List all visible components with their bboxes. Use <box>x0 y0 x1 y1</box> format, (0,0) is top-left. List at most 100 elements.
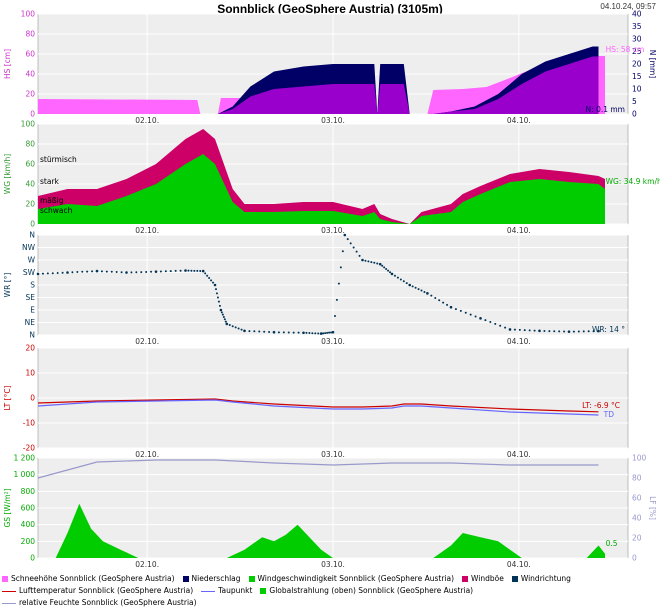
winddir-point <box>159 270 162 273</box>
legend-swatch <box>2 602 16 604</box>
y-tick-label: 400 <box>21 520 36 529</box>
winddir-point <box>548 330 551 333</box>
winddir-point <box>314 332 317 335</box>
x-tick-label: 04.10. <box>507 450 531 459</box>
y-axis-label: HS [cm] <box>3 49 12 79</box>
winddir-point <box>277 331 280 334</box>
y-axis-label: WR [°] <box>3 273 12 298</box>
y-tick-label-right: 0 <box>632 110 637 119</box>
x-tick-label: 02.10. <box>135 560 159 569</box>
winddir-point <box>100 270 103 273</box>
y-tick-label: 100 <box>21 10 36 19</box>
winddir-point <box>206 274 209 277</box>
winddir-point <box>272 330 276 334</box>
y-tick-label-right: 40 <box>632 514 642 523</box>
y-tick-label-right: 20 <box>632 60 642 69</box>
winddir-point <box>46 272 49 275</box>
x-tick-label: 03.10. <box>321 226 345 235</box>
winddir-point <box>56 271 59 274</box>
winddir-point <box>210 279 213 282</box>
y-tick-label: 20 <box>25 200 35 209</box>
y-tick-label: N <box>29 331 35 340</box>
y-tick-label: 1 000 <box>14 470 36 479</box>
winddir-point <box>405 282 408 285</box>
band-label: stark <box>40 177 60 186</box>
winddir-point <box>523 329 526 332</box>
winddir-point <box>164 270 167 273</box>
panel-snow: 0 20 40 60 80 100 02.10. 03.10. 04.10. 0 5 10 15 20 25… <box>3 10 657 126</box>
winddir-point <box>91 270 94 273</box>
panel-winddir: N NE E SE S SW W NW N 02.10. 03.10. 04.10. WR [°] WR:… <box>3 231 629 346</box>
legend-swatch <box>248 576 255 582</box>
winddir-point <box>225 322 229 326</box>
winddir-point <box>528 329 531 332</box>
winddir-point <box>484 319 487 322</box>
band-label: schwach <box>40 206 73 215</box>
winddir-point <box>328 331 331 334</box>
x-tick-label: 03.10. <box>321 560 345 569</box>
legend-label: relative Feuchte Sonnblick (GeoSphere Au… <box>19 598 197 607</box>
winddir-point <box>442 301 445 304</box>
winddir-point <box>213 283 217 287</box>
annotation: WG: 34.9 km/h <box>606 177 660 186</box>
winddir-point <box>217 300 220 303</box>
legend-item: Windböe <box>462 573 504 585</box>
x-tick-label: 04.10. <box>507 560 531 569</box>
winddir-point <box>282 331 285 334</box>
winddir-point <box>224 320 227 323</box>
winddir-point <box>324 332 327 335</box>
y-tick-label: 60 <box>25 50 35 59</box>
winddir-point <box>222 315 225 318</box>
winddir-point <box>36 272 40 276</box>
y-tick-label: 0 <box>30 220 35 229</box>
winddir-point <box>373 261 376 264</box>
winddir-point <box>414 286 417 289</box>
winddir-point <box>184 269 187 272</box>
winddir-point <box>592 330 595 333</box>
x-tick-label: 02.10. <box>135 116 159 125</box>
winddir-point <box>169 270 172 273</box>
winddir-point <box>567 330 571 333</box>
winddir-point <box>41 272 44 275</box>
winddir-point <box>411 285 414 288</box>
winddir-point <box>518 328 521 331</box>
legend-swatch <box>182 576 189 582</box>
y-tick-label: NW <box>22 243 36 252</box>
legend-label: Niederschlag <box>191 574 241 583</box>
winddir-point <box>219 308 223 312</box>
winddir-point <box>367 260 370 263</box>
winddir-point <box>504 326 507 329</box>
band-label: stürmisch <box>40 155 77 164</box>
winddir-point <box>228 324 231 327</box>
annotation: LT: -6.9 °C <box>582 401 620 410</box>
winddir-point <box>499 324 502 327</box>
winddir-point <box>533 329 536 332</box>
y-tick-label-right: 80 <box>632 474 642 483</box>
winddir-point <box>231 325 234 328</box>
winddir-point <box>201 269 205 273</box>
annotation: WR: 14 ° <box>592 325 625 334</box>
winddir-point <box>221 313 224 316</box>
winddir-point <box>263 330 266 333</box>
winddir-point <box>268 330 271 333</box>
y-tick-label: N <box>29 231 35 240</box>
winddir-point <box>331 330 335 334</box>
winddir-point <box>135 271 138 274</box>
winddir-point <box>81 270 84 273</box>
y-tick-label: 600 <box>21 504 36 513</box>
winddir-point <box>337 282 340 285</box>
x-tick-label: 03.10. <box>321 450 345 459</box>
winddir-point <box>558 330 561 333</box>
winddir-point <box>125 271 128 274</box>
y-tick-label: 0 <box>30 394 35 403</box>
annotation: N: 0.1 mm <box>586 105 625 114</box>
legend-swatch <box>201 590 216 592</box>
winddir-point <box>311 332 314 335</box>
winddir-point <box>508 328 512 331</box>
winddir-point <box>220 311 223 314</box>
y-tick-label: 40 <box>25 180 35 189</box>
winddir-point <box>390 272 394 276</box>
winddir-point <box>577 330 580 333</box>
winddir-point <box>349 242 352 245</box>
